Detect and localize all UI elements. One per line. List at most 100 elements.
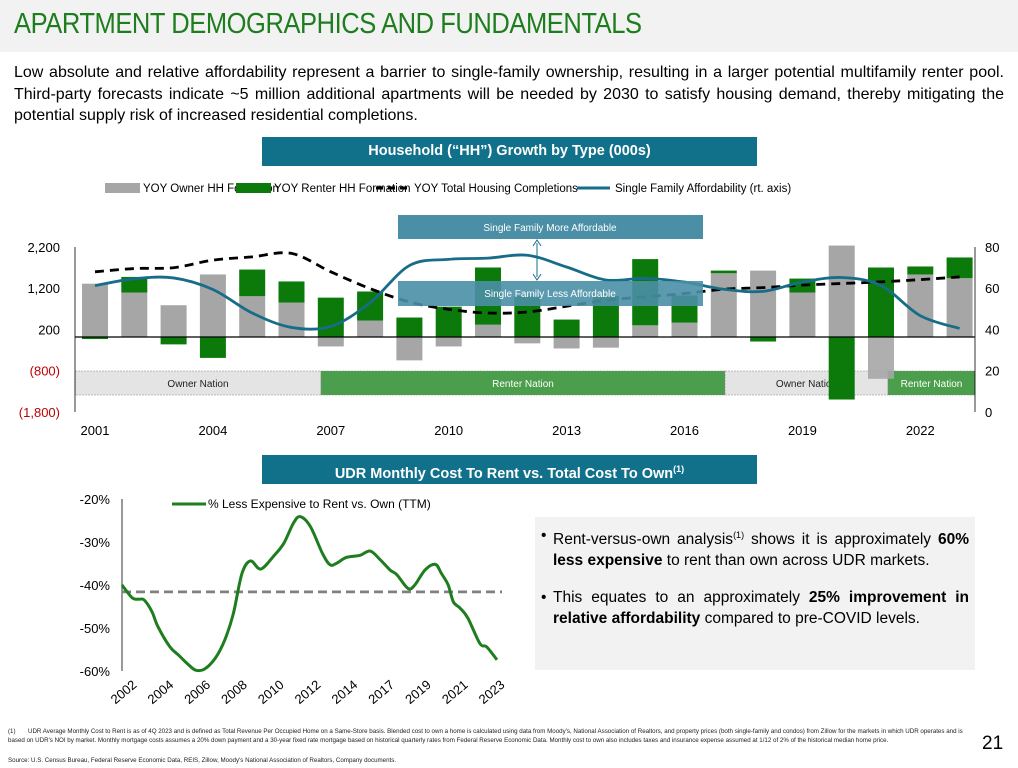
renter-bar	[553, 319, 580, 337]
left-tick-label: 200	[38, 322, 60, 337]
y-tick-label: -30%	[80, 535, 111, 550]
owner-bar	[357, 320, 384, 337]
intro-paragraph: Low absolute and relative affordability …	[14, 64, 1004, 124]
annotation-more-affordable-box	[398, 215, 703, 239]
legend-label: YOY Renter HH Formation	[274, 183, 411, 195]
text: compared to pre-COVID levels.	[700, 610, 920, 628]
nation-band-label: Renter Nation	[492, 379, 554, 390]
legend-swatch	[105, 183, 140, 193]
right-tick-label: 60	[985, 281, 999, 296]
affordability-line	[94, 253, 961, 331]
owner-bar	[435, 337, 462, 347]
x-tick-label: 2016	[670, 423, 699, 438]
x-tick-label: 2021	[439, 677, 471, 707]
left-tick-label: 1,200	[27, 281, 60, 296]
x-tick-label: 2022	[906, 423, 935, 438]
renter-bar	[750, 337, 777, 342]
x-tick-label: 2007	[316, 423, 345, 438]
x-tick-label: 2004	[145, 677, 177, 707]
right-tick-label: 40	[985, 322, 999, 337]
renter-bar	[160, 337, 187, 345]
callout-bullet-2: • This equates to an approximately 25% im…	[541, 589, 969, 628]
renter-bar	[946, 257, 973, 279]
nation-band-label: Owner Nation	[167, 379, 228, 390]
callout-bullet-1: • Rent-versus-own analysis(1) shows it is…	[541, 527, 969, 570]
owner-bar	[632, 325, 659, 337]
y-tick-label: -20%	[80, 492, 111, 507]
text: This equates to an approximately	[553, 589, 809, 607]
legend-label: Single Family Affordability (rt. axis)	[615, 183, 791, 195]
renter-bar	[278, 281, 305, 303]
renter-bar	[435, 306, 462, 337]
right-tick-label: 20	[985, 364, 999, 379]
owner-bar	[121, 292, 148, 337]
owner-bar	[710, 273, 737, 337]
footnote-text: UDR Average Monthly Cost to Rent is as o…	[8, 728, 963, 744]
renter-bar	[710, 270, 737, 274]
owner-bar	[82, 283, 108, 337]
highlight: 60% less expensive	[553, 531, 969, 570]
annotation-more-affordable: Single Family More Affordable	[483, 223, 617, 234]
x-tick-label: 2014	[329, 677, 361, 707]
title-bar	[0, 0, 1018, 52]
nation-band-label: Renter Nation	[901, 379, 963, 390]
renter-bar	[82, 337, 108, 340]
owner-bar	[789, 292, 816, 337]
renter-bar	[396, 317, 423, 337]
x-tick-label: 2019	[402, 677, 434, 707]
nation-band	[887, 370, 976, 396]
owner-bar	[553, 337, 580, 349]
owner-bar	[868, 337, 894, 379]
legend-swatch	[236, 183, 271, 193]
owner-bar	[160, 305, 187, 337]
owner-bar	[317, 337, 344, 347]
left-tick-label: 2,200	[27, 240, 60, 255]
owner-bar	[828, 245, 855, 337]
legend-label: % Less Expensive to Rent vs. Own (TTM)	[208, 497, 431, 511]
chart2-title-banner: UDR Monthly Cost To Rent vs. Total Cost …	[262, 455, 757, 484]
annotation-less-affordable: Single Family Less Affordable	[484, 289, 616, 300]
right-tick-label: 0	[985, 405, 992, 420]
x-tick-label: 2010	[255, 677, 287, 707]
text: shows it is approximately	[744, 531, 938, 549]
right-tick-label: 80	[985, 240, 999, 255]
footnote: (1) UDR Average Monthly Cost to Rent is a…	[8, 727, 968, 745]
chart2-title-footnote: (1)	[673, 464, 685, 474]
chart1-title-banner: Household (“HH”) Growth by Type (000s)	[262, 137, 757, 166]
owner-bar	[592, 337, 619, 348]
owner-bar	[199, 274, 226, 337]
x-tick-label: 2019	[788, 423, 817, 438]
arrow-heads	[532, 239, 542, 281]
left-tick-label: (800)	[30, 364, 60, 379]
renter-bar	[828, 337, 855, 400]
annotation-less-affordable-box	[398, 281, 703, 306]
renter-bar	[199, 337, 226, 358]
renter-bar	[239, 269, 266, 297]
x-tick-label: 2012	[292, 677, 324, 707]
owner-bar	[514, 337, 541, 344]
footnote-ref: (1)	[733, 530, 745, 540]
owner-bar	[907, 274, 934, 337]
owner-bar	[475, 324, 501, 337]
owner-bar	[278, 302, 305, 337]
rent-vs-own-line	[120, 515, 499, 673]
nation-band	[74, 370, 322, 396]
x-tick-label: 2013	[552, 423, 581, 438]
legend-label: YOY Total Housing Completions	[414, 183, 578, 195]
x-tick-label: 2004	[198, 423, 227, 438]
page-title: APARTMENT DEMOGRAPHICS AND FUNDAMENTALS	[14, 8, 642, 40]
x-tick-label: 2010	[434, 423, 463, 438]
x-tick-label: 2001	[81, 423, 110, 438]
renter-bar	[868, 267, 894, 337]
text: Rent-versus-own analysis	[553, 531, 734, 549]
owner-bar	[671, 322, 698, 337]
footnote-number: (1)	[8, 728, 16, 735]
x-tick-label: 2008	[218, 677, 250, 707]
x-tick-label: 2023	[476, 677, 508, 707]
renter-bar	[907, 266, 934, 275]
x-tick-label: 2002	[108, 677, 140, 707]
nation-band-label: Owner Nation	[776, 379, 837, 390]
owner-bar	[750, 270, 777, 337]
left-tick-label: (1,800)	[19, 405, 60, 420]
